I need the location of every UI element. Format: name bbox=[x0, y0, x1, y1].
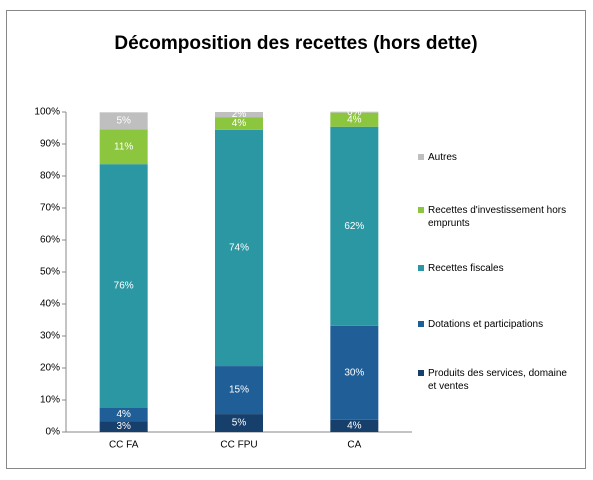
y-tick-label: 90% bbox=[40, 139, 60, 150]
data-label: 30% bbox=[344, 367, 364, 378]
y-tick-label: 50% bbox=[40, 267, 60, 278]
data-label: 4% bbox=[347, 421, 362, 432]
legend-swatch bbox=[418, 370, 424, 376]
bar-segment bbox=[99, 112, 148, 130]
data-label: 4% bbox=[347, 114, 362, 125]
x-tick-label: CC FPU bbox=[220, 440, 257, 451]
bar-segment bbox=[99, 129, 148, 165]
bar-segment bbox=[99, 421, 148, 432]
bar-segment bbox=[330, 325, 379, 420]
bar-segment bbox=[215, 366, 263, 415]
legend-swatch bbox=[418, 321, 424, 327]
data-label: 4% bbox=[232, 118, 247, 129]
bar-segment bbox=[99, 408, 148, 422]
y-tick-label: 20% bbox=[40, 363, 60, 374]
data-label: 76% bbox=[114, 281, 134, 292]
bar-segment bbox=[330, 111, 379, 113]
chart-title: Décomposition des recettes (hors dette) bbox=[114, 33, 477, 54]
bar-segment bbox=[99, 164, 148, 408]
x-tick-label: CA bbox=[347, 440, 361, 451]
legend-label: Dotations et participations bbox=[428, 319, 544, 330]
legend-swatch bbox=[418, 265, 424, 271]
bar-segment bbox=[330, 126, 379, 326]
bar-segment bbox=[215, 117, 263, 130]
data-label: 3% bbox=[116, 421, 131, 432]
data-label: 0% bbox=[347, 107, 362, 118]
data-label: 11% bbox=[114, 141, 133, 152]
y-tick-label: 40% bbox=[40, 299, 60, 310]
data-label: 2% bbox=[232, 109, 247, 120]
legend-swatch bbox=[418, 154, 424, 160]
y-tick-label: 30% bbox=[40, 331, 60, 342]
data-label: 5% bbox=[116, 115, 131, 126]
bar-segment bbox=[330, 419, 379, 432]
data-label: 74% bbox=[229, 243, 249, 254]
bar-segment bbox=[330, 112, 379, 127]
bar-segment bbox=[215, 112, 263, 118]
y-tick-label: 0% bbox=[46, 427, 61, 438]
y-tick-label: 10% bbox=[40, 395, 60, 406]
data-label: 15% bbox=[229, 385, 249, 396]
x-tick-label: CC FA bbox=[109, 440, 139, 451]
bar-segment bbox=[215, 129, 263, 367]
y-tick-label: 70% bbox=[40, 203, 60, 214]
legend-swatch bbox=[418, 207, 424, 213]
chart-frame bbox=[6, 10, 586, 469]
y-tick-label: 60% bbox=[40, 235, 60, 246]
legend-label: Recettes d'investissement hors emprunts bbox=[428, 205, 567, 229]
legend-label: Produits des services, domaine et ventes bbox=[428, 368, 567, 392]
y-tick-label: 80% bbox=[40, 171, 60, 182]
legend-label: Recettes fiscales bbox=[428, 263, 504, 274]
data-label: 4% bbox=[116, 409, 131, 420]
data-label: 62% bbox=[344, 221, 364, 232]
legend-label: Autres bbox=[428, 152, 457, 163]
bar-segment bbox=[215, 414, 263, 432]
y-tick-label: 100% bbox=[34, 107, 60, 118]
data-label: 5% bbox=[232, 418, 247, 429]
